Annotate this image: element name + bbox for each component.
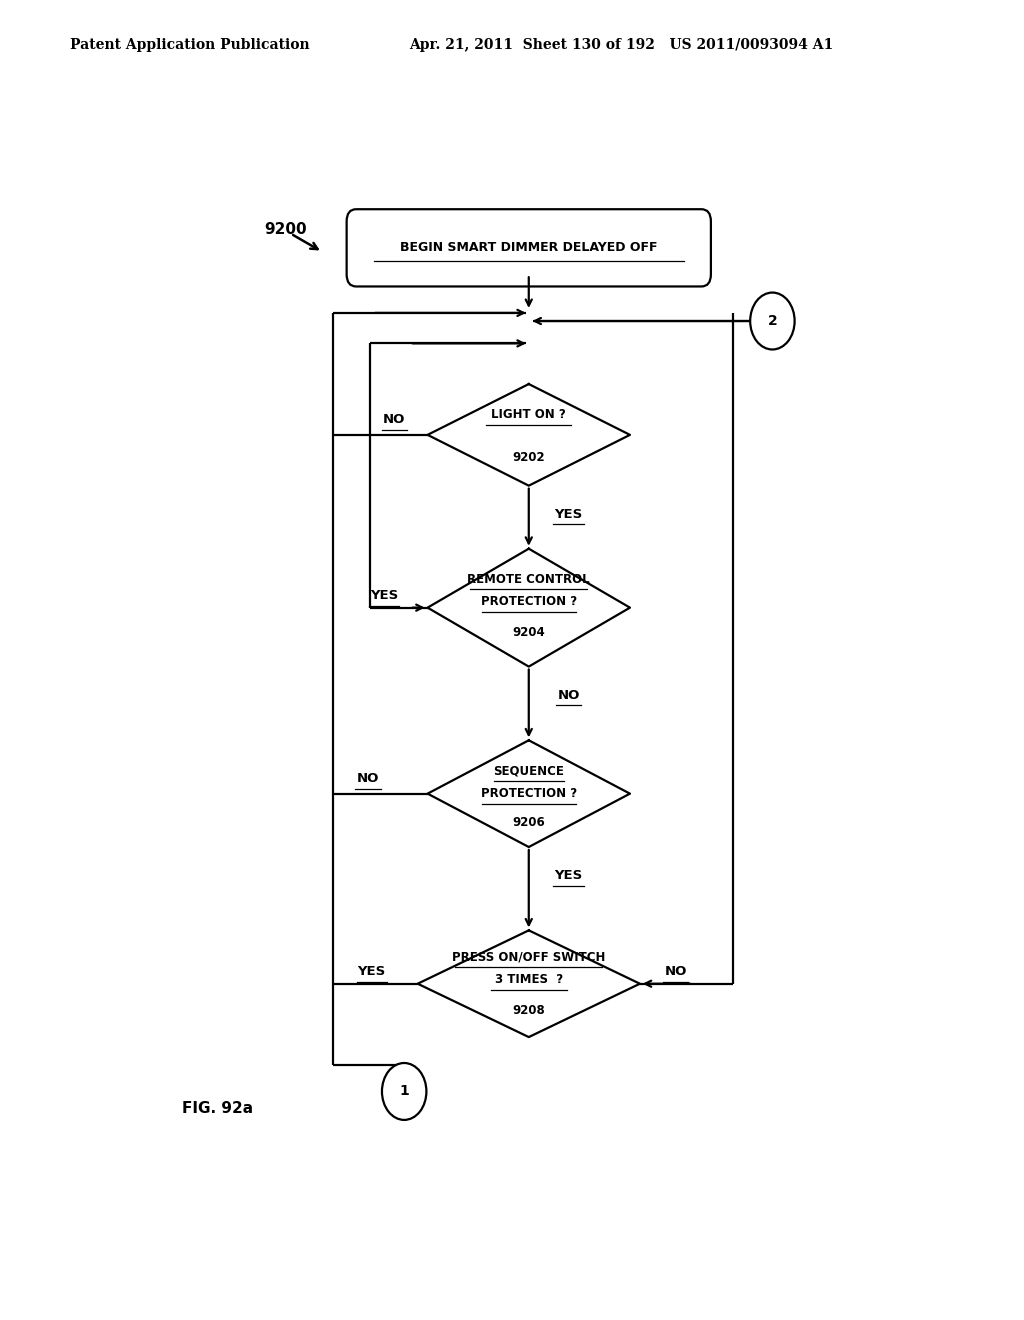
Text: NO: NO: [665, 965, 687, 978]
Text: 3 TIMES  ?: 3 TIMES ?: [495, 973, 563, 986]
Text: PRESS ON/OFF SWITCH: PRESS ON/OFF SWITCH: [452, 950, 605, 964]
Text: 9200: 9200: [264, 222, 307, 238]
Text: YES: YES: [554, 508, 583, 520]
Text: YES: YES: [554, 869, 583, 882]
Text: NO: NO: [383, 413, 406, 426]
Text: NO: NO: [557, 689, 580, 701]
Text: YES: YES: [357, 965, 386, 978]
Text: 2: 2: [768, 314, 777, 329]
Text: Apr. 21, 2011  Sheet 130 of 192   US 2011/0093094 A1: Apr. 21, 2011 Sheet 130 of 192 US 2011/0…: [410, 38, 834, 51]
Text: REMOTE CONTROL: REMOTE CONTROL: [467, 573, 590, 586]
Text: PROTECTION ?: PROTECTION ?: [480, 787, 577, 800]
Text: YES: YES: [370, 589, 398, 602]
Text: 9202: 9202: [512, 450, 545, 463]
Text: 1: 1: [399, 1085, 409, 1098]
Text: 9204: 9204: [512, 626, 545, 639]
Text: PROTECTION ?: PROTECTION ?: [480, 595, 577, 609]
Text: BEGIN SMART DIMMER DELAYED OFF: BEGIN SMART DIMMER DELAYED OFF: [400, 242, 657, 255]
Text: 9208: 9208: [512, 1003, 545, 1016]
Text: NO: NO: [357, 772, 379, 785]
Text: SEQUENCE: SEQUENCE: [494, 764, 564, 777]
Text: 9206: 9206: [512, 816, 545, 829]
Text: Patent Application Publication: Patent Application Publication: [70, 38, 309, 51]
Circle shape: [751, 293, 795, 350]
FancyBboxPatch shape: [347, 210, 711, 286]
Text: FIG. 92a: FIG. 92a: [182, 1101, 253, 1117]
Circle shape: [382, 1063, 426, 1119]
Text: LIGHT ON ?: LIGHT ON ?: [492, 408, 566, 421]
